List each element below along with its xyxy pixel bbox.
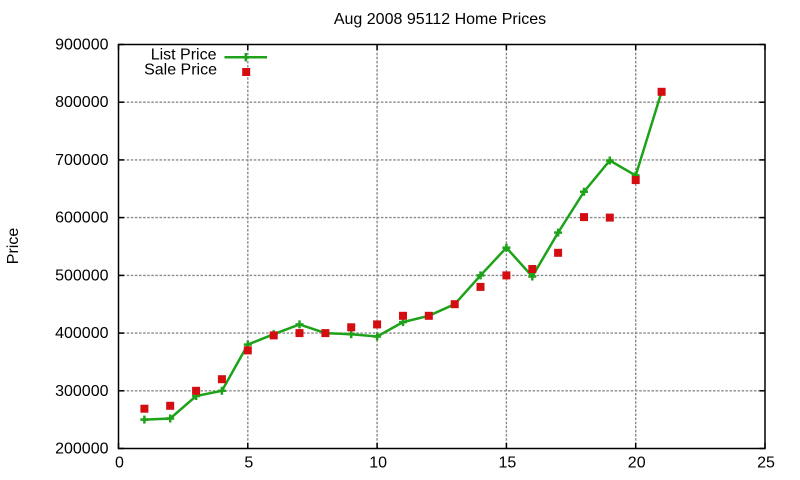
svg-text:Aug 2008 95112 Home Prices: Aug 2008 95112 Home Prices bbox=[334, 11, 546, 28]
svg-text:20: 20 bbox=[628, 455, 646, 472]
svg-text:Price: Price bbox=[5, 228, 22, 265]
svg-text:700000: 700000 bbox=[55, 152, 108, 169]
svg-text:600000: 600000 bbox=[55, 210, 108, 227]
svg-text:800000: 800000 bbox=[55, 94, 108, 111]
svg-text:5: 5 bbox=[244, 455, 253, 472]
svg-text:400000: 400000 bbox=[55, 325, 108, 342]
svg-text:25: 25 bbox=[757, 455, 775, 472]
svg-text:200000: 200000 bbox=[55, 441, 108, 458]
svg-text:Sale Price: Sale Price bbox=[144, 61, 217, 78]
svg-text:500000: 500000 bbox=[55, 267, 108, 284]
svg-text:300000: 300000 bbox=[55, 383, 108, 400]
svg-text:900000: 900000 bbox=[55, 37, 108, 54]
svg-text:0: 0 bbox=[115, 455, 124, 472]
svg-text:List Price: List Price bbox=[151, 47, 217, 64]
svg-text:15: 15 bbox=[499, 455, 517, 472]
svg-text:10: 10 bbox=[369, 455, 387, 472]
